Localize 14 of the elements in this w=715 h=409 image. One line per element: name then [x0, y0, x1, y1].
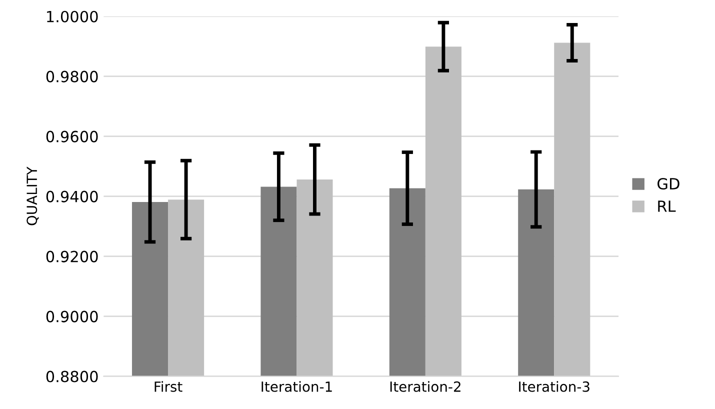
x-tick-label: Iteration-3 [519, 381, 590, 392]
y-axis-title: QUALITY [26, 166, 39, 226]
legend-label: GD [658, 178, 680, 190]
x-tick-label: First [154, 381, 182, 392]
y-tick-label: 0.9400 [46, 190, 98, 202]
y-tick-label: 0.9200 [46, 250, 98, 262]
y-tick-label: 1.0000 [47, 10, 98, 22]
y-tick-label: 0.9000 [46, 310, 98, 322]
y-tick-label: 0.8800 [46, 370, 98, 382]
x-tick-label: Iteration-1 [262, 381, 332, 392]
y-tick-label: 0.9600 [46, 130, 98, 142]
x-tick-label: Iteration-2 [390, 381, 460, 392]
y-tick-label: 0.9800 [46, 70, 98, 82]
legend-label: RL [658, 200, 676, 212]
